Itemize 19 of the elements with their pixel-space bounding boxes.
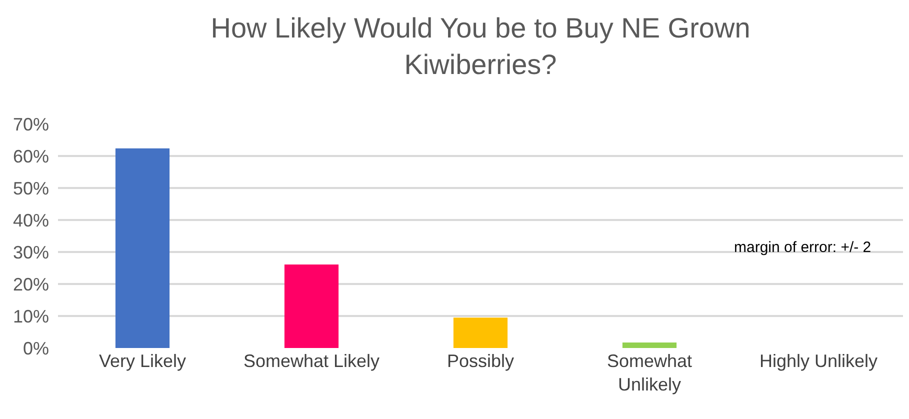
x-tick-label: Highly Unlikely (759, 351, 878, 371)
y-tick-label: 40% (12, 210, 49, 230)
bar (284, 264, 339, 348)
y-tick-label: 70% (12, 114, 49, 134)
x-tick-label: Somewhat Likely (243, 351, 380, 371)
x-tick-label: Possibly (446, 351, 514, 371)
annotation: margin of error: +/- 2 (734, 239, 872, 256)
y-tick-label: 20% (12, 274, 49, 294)
y-tick-label: 30% (12, 242, 49, 262)
x-tick-label: Very Likely (98, 351, 186, 371)
x-tick-label: Somewhat Unlikely (606, 351, 692, 394)
y-tick-label: 0% (22, 338, 49, 358)
y-tick-label: 60% (12, 146, 49, 166)
y-tick-label: 50% (12, 178, 49, 198)
bar (115, 148, 170, 348)
chart-title: How Likely Would You be to Buy NE Grown Kiwiberries? (210, 12, 750, 80)
y-tick-label: 10% (12, 306, 49, 326)
bar (622, 342, 677, 348)
bar (453, 318, 508, 348)
